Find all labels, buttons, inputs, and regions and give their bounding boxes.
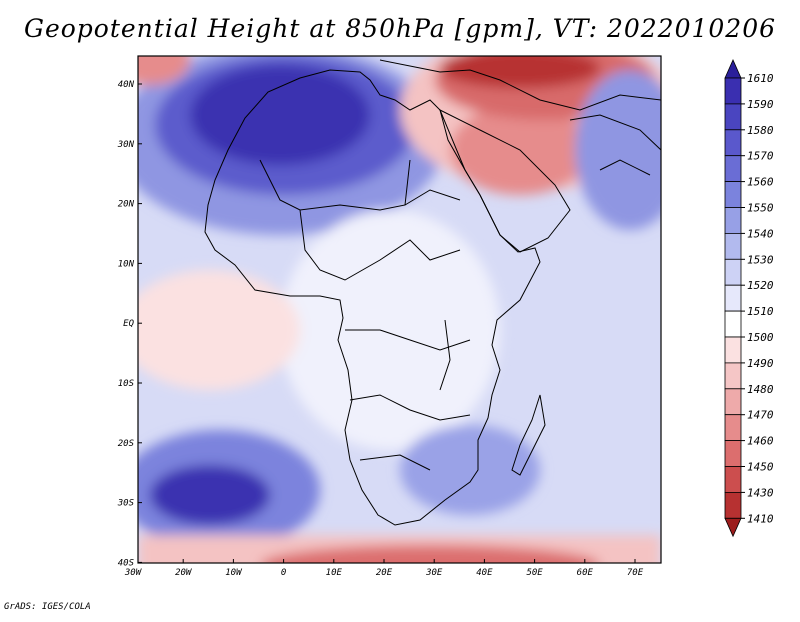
legend-swatch-4	[724, 155, 742, 182]
legend-swatch-16	[724, 466, 742, 493]
lat-tick-label-1: 30N	[117, 140, 135, 150]
lon-tick-label-3: 0	[281, 568, 286, 578]
legend-swatch-6	[724, 207, 742, 234]
map-frame	[137, 55, 662, 564]
lon-tick-label-10: 70E	[627, 568, 644, 578]
colorbar-legend: 1610 1590 1580 1570 1560 1550 1540 1530 1520 1510…	[724, 59, 774, 538]
legend-level-2: 1580	[747, 124, 774, 137]
legend-swatch-3	[724, 129, 742, 157]
lon-tick-label-1: 20W	[175, 568, 193, 578]
legend-swatch-9	[724, 284, 742, 312]
lon-tick-label-4: 10E	[326, 568, 343, 578]
legend-level-13: 1470	[747, 409, 774, 422]
lat-tick-label-7: 30S	[117, 499, 135, 509]
legend-swatch-17	[724, 491, 742, 519]
latitude-axis: 40N 30N 20N 10N EQ 10S 20S 30S 40S	[117, 80, 142, 568]
lon-tick-label-0: 30W	[124, 568, 143, 578]
legend-arrow-bottom	[724, 517, 742, 538]
legend-level-16: 1430	[747, 486, 774, 499]
legend-level-0: 1610	[747, 72, 774, 85]
legend-level-9: 1510	[747, 305, 774, 318]
legend-arrow-top	[724, 59, 742, 79]
footer-credit: GrADS: IGES/COLA	[4, 602, 91, 612]
lon-tick-label-9: 60E	[577, 568, 594, 578]
lon-tick-label-8: 50E	[526, 568, 543, 578]
geopotential-field	[138, 56, 661, 563]
legend-swatch-14	[724, 414, 742, 442]
legend-level-6: 1540	[747, 227, 774, 240]
lon-tick-label-7: 40E	[476, 568, 493, 578]
legend-level-17: 1410	[747, 512, 774, 525]
lat-tick-label-3: 10N	[118, 259, 135, 269]
legend-level-10: 1500	[747, 331, 774, 344]
legend-level-1: 1590	[747, 98, 774, 111]
legend-level-4: 1560	[747, 176, 774, 189]
lat-tick-label-0: 40N	[118, 80, 135, 90]
legend-level-12: 1480	[747, 383, 774, 396]
legend-level-7: 1530	[747, 253, 774, 266]
lat-tick-label-4: EQ	[123, 319, 134, 329]
lon-tick-label-6: 30E	[425, 568, 443, 578]
legend-swatch-2	[724, 103, 742, 131]
page-title: Geopotential Height at 850hPa [gpm], VT:…	[23, 14, 777, 43]
legend-level-5: 1550	[747, 202, 774, 215]
legend-level-8: 1520	[747, 279, 774, 292]
lat-tick-label-5: 10S	[118, 379, 135, 389]
legend-swatch-15	[724, 440, 742, 467]
coastlines	[204, 59, 661, 526]
lon-tick-label-5: 20E	[376, 568, 393, 578]
lat-tick-label-6: 20S	[118, 439, 135, 449]
longitude-axis: 30W 20W 10W 0 10E 20E 30E 40E 50E 60E 70E	[124, 559, 644, 578]
lon-tick-label-2: 10W	[225, 568, 243, 578]
legend-level-15: 1450	[747, 461, 774, 474]
legend-level-3: 1570	[747, 150, 774, 163]
legend-swatch-5	[724, 181, 742, 208]
legend-swatch-7	[724, 232, 742, 260]
lat-tick-label-2: 20N	[118, 200, 135, 210]
lat-tick-label-8: 40S	[118, 558, 135, 568]
legend-swatch-13	[724, 388, 742, 416]
legend-swatch-10	[724, 310, 742, 338]
legend-swatch-11	[724, 336, 742, 364]
legend-level-14: 1460	[747, 435, 774, 448]
legend-level-11: 1490	[747, 357, 774, 370]
legend-swatch-8	[724, 258, 742, 286]
legend-swatch-12	[724, 362, 742, 390]
legend-swatch-1	[724, 77, 742, 105]
